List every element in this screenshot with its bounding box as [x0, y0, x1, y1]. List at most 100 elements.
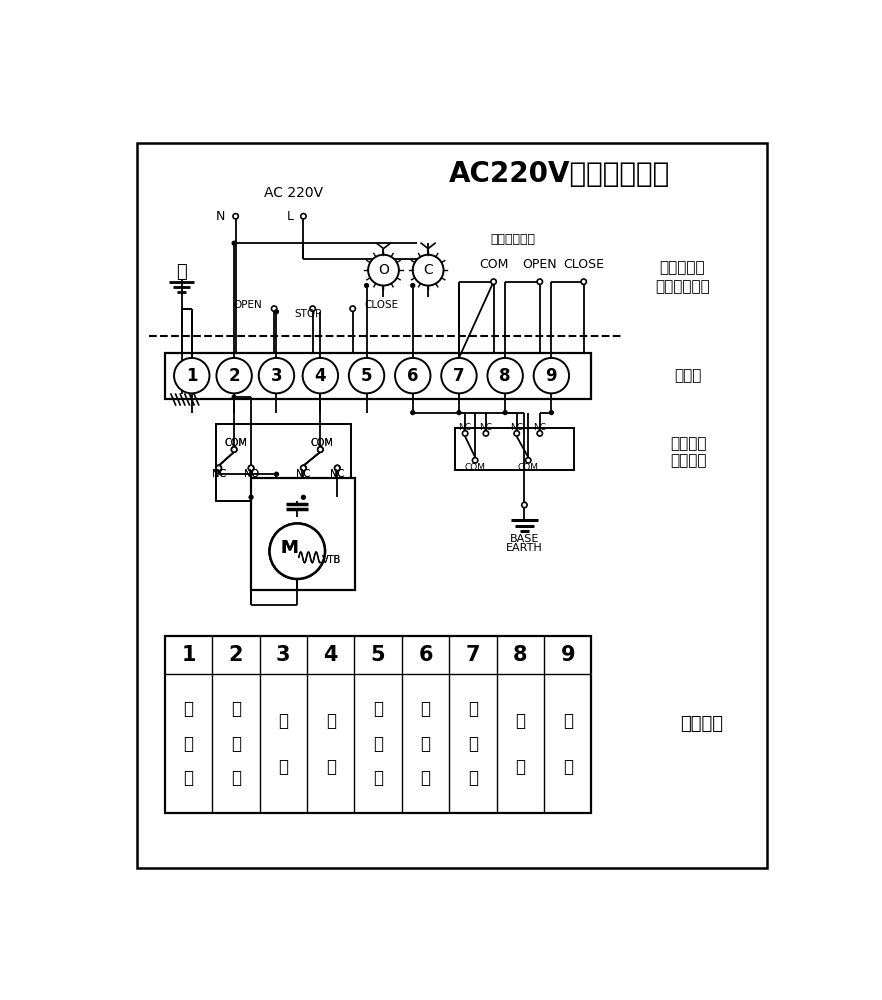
Circle shape [270, 523, 325, 579]
Text: 位: 位 [563, 758, 572, 776]
Circle shape [232, 241, 236, 245]
Text: COM: COM [224, 438, 247, 448]
Circle shape [301, 465, 306, 471]
Circle shape [457, 411, 461, 415]
Circle shape [537, 279, 542, 284]
Text: NC: NC [534, 423, 546, 432]
Circle shape [534, 358, 569, 393]
Text: 公: 公 [231, 700, 241, 718]
Text: 开: 开 [373, 700, 383, 718]
Circle shape [249, 465, 254, 471]
Text: M: M [280, 539, 298, 557]
Circle shape [462, 431, 467, 436]
Circle shape [411, 284, 415, 287]
Text: 8: 8 [513, 645, 527, 665]
Text: 6: 6 [407, 367, 418, 385]
Text: NC: NC [296, 469, 310, 479]
Text: （仅供参考）: （仅供参考） [654, 280, 710, 295]
Text: 共: 共 [467, 735, 478, 753]
Text: N: N [215, 210, 225, 223]
Text: 7: 7 [453, 367, 465, 385]
Circle shape [274, 472, 279, 476]
Text: 端: 端 [467, 769, 478, 787]
Text: BASE: BASE [510, 534, 539, 544]
Text: 线: 线 [183, 769, 193, 787]
Text: 阀: 阀 [279, 758, 288, 776]
Text: NC: NC [510, 423, 523, 432]
Text: NO: NO [243, 469, 258, 479]
Text: 关: 关 [421, 700, 430, 718]
Text: 7: 7 [466, 645, 480, 665]
Text: AC 220V: AC 220V [264, 186, 323, 200]
Text: 9: 9 [560, 645, 575, 665]
Circle shape [233, 214, 238, 219]
Text: 关: 关 [563, 712, 572, 730]
Text: NC: NC [459, 423, 472, 432]
Circle shape [274, 310, 279, 314]
Text: NC: NC [330, 469, 344, 479]
Circle shape [231, 447, 236, 452]
Text: 开: 开 [279, 712, 288, 730]
Circle shape [514, 431, 519, 436]
Circle shape [303, 358, 338, 393]
Circle shape [413, 255, 444, 286]
Text: 端: 端 [231, 769, 241, 787]
Text: 3: 3 [271, 367, 282, 385]
Text: NC: NC [212, 469, 226, 479]
Text: CLOSE: CLOSE [364, 300, 399, 310]
Circle shape [364, 284, 369, 287]
Circle shape [549, 411, 553, 415]
Text: 6: 6 [418, 645, 433, 665]
Text: 开: 开 [515, 712, 526, 730]
Text: 指: 指 [373, 735, 383, 753]
Text: 控制室接线: 控制室接线 [660, 260, 705, 275]
Circle shape [368, 255, 399, 286]
Text: （无源触点）: （无源触点） [490, 233, 535, 246]
Text: 端子板: 端子板 [675, 368, 702, 383]
Text: 内部接线: 内部接线 [670, 453, 706, 468]
Text: STOP: STOP [295, 309, 322, 319]
Text: 3: 3 [276, 645, 290, 665]
Circle shape [301, 214, 306, 219]
Text: 公: 公 [467, 700, 478, 718]
Bar [165, 353, 592, 399]
Text: 1: 1 [182, 645, 196, 665]
Text: 4: 4 [315, 367, 326, 385]
Text: 阀: 阀 [325, 758, 336, 776]
Text: OPEN: OPEN [522, 258, 557, 271]
Circle shape [258, 358, 295, 393]
Text: VTB: VTB [322, 555, 341, 565]
Text: 接: 接 [183, 700, 193, 718]
Circle shape [581, 279, 587, 284]
Circle shape [350, 306, 355, 311]
Text: NC: NC [330, 469, 344, 479]
Text: 2: 2 [228, 645, 243, 665]
Circle shape [318, 447, 323, 452]
Text: 4: 4 [324, 645, 338, 665]
Text: COM: COM [310, 438, 333, 448]
Text: VTB: VTB [322, 555, 341, 565]
Text: 关: 关 [325, 712, 336, 730]
Text: 5: 5 [370, 645, 385, 665]
Circle shape [301, 465, 306, 471]
Text: CLOSE: CLOSE [564, 258, 604, 271]
Circle shape [272, 306, 277, 311]
Circle shape [334, 465, 340, 471]
Circle shape [441, 358, 476, 393]
Text: O: O [378, 263, 389, 277]
Text: 电动装置: 电动装置 [670, 436, 706, 451]
Circle shape [249, 465, 254, 471]
Circle shape [491, 279, 497, 284]
Text: AC220V开关型接线图: AC220V开关型接线图 [448, 160, 669, 188]
Text: 端子功能: 端子功能 [680, 715, 723, 733]
Circle shape [310, 306, 316, 311]
Circle shape [216, 358, 252, 393]
Text: OPEN: OPEN [234, 300, 263, 310]
Text: NC: NC [480, 423, 492, 432]
Circle shape [216, 465, 221, 471]
Circle shape [174, 358, 210, 393]
Text: 9: 9 [546, 367, 557, 385]
Text: COM: COM [310, 438, 333, 448]
Text: 二: 二 [176, 263, 187, 281]
Text: 示: 示 [373, 769, 383, 787]
